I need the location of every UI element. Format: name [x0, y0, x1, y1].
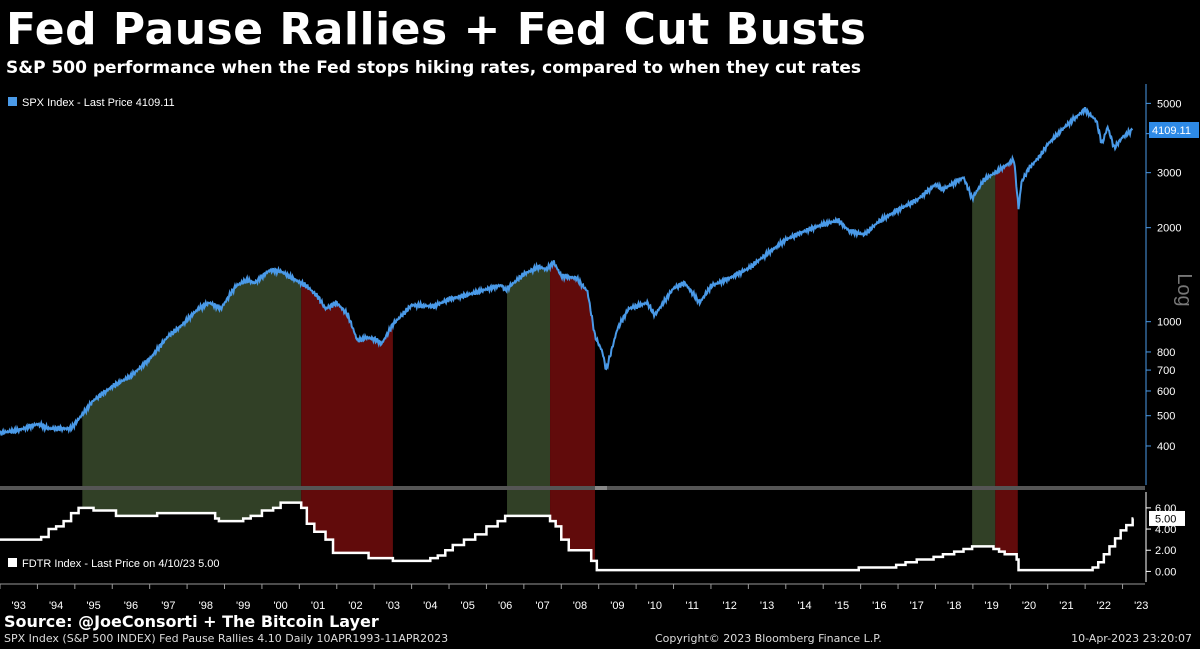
spx-y-tick-label: 1000: [1157, 317, 1181, 329]
x-tick-label: '96: [124, 600, 138, 612]
footer-meta: SPX Index (S&P 500 INDEX) Fed Pause Rall…: [4, 632, 449, 645]
spx-y-tick-label: 2000: [1157, 223, 1181, 235]
log-axis-label: Log: [1173, 273, 1195, 306]
cut-bust-region-3: [550, 260, 595, 561]
footer-copyright: Copyright© 2023 Bloomberg Finance L.P.: [655, 632, 882, 645]
fdtr-y-tick-label: 2.00: [1155, 545, 1176, 557]
chart-title: Fed Pause Rallies + Fed Cut Busts: [6, 4, 867, 55]
x-tick-label: '99: [236, 600, 250, 612]
x-tick-label: '95: [86, 600, 100, 612]
pause-rally-region-2: [507, 264, 551, 522]
panel-separator: [0, 486, 1145, 490]
spx-y-tick-label: 700: [1157, 365, 1175, 377]
fdtr-legend-label: FDTR Index - Last Price on 4/10/23 5.00: [22, 558, 220, 570]
x-tick-label: '94: [49, 600, 63, 612]
fdtr-last-price-tag: 5.00: [1149, 510, 1185, 526]
fdtr-series-line: [0, 501, 1134, 572]
x-tick-label: '97: [161, 600, 175, 612]
x-tick-label: '22: [1097, 600, 1111, 612]
x-tick-label: '08: [573, 600, 587, 612]
shaded-regions: [82, 158, 1018, 561]
x-tick-label: '15: [835, 600, 849, 612]
x-tick-label: '04: [423, 600, 437, 612]
fdtr-legend-swatch: [8, 558, 17, 567]
x-tick-label: '06: [498, 600, 512, 612]
x-tick-label: '23: [1134, 600, 1148, 612]
spx-y-tick-label: 600: [1157, 386, 1175, 398]
x-tick-label: '14: [797, 600, 811, 612]
x-tick-label: '00: [273, 600, 287, 612]
spx-legend: SPX Index - Last Price 4109.11: [8, 97, 175, 109]
cut-bust-region-5: [995, 158, 1018, 560]
series-lines: [0, 106, 1134, 572]
cut-bust-region-1: [301, 281, 393, 561]
x-tick-label: '98: [199, 600, 213, 612]
spx-legend-label: SPX Index - Last Price 4109.11: [22, 97, 175, 109]
fdtr-legend: FDTR Index - Last Price on 4/10/23 5.00: [8, 558, 220, 570]
fdtr-y-tick-label: 0.00: [1155, 566, 1176, 578]
fdtr-y-tick-label: 6.00: [1155, 503, 1176, 515]
axes: 400500600700800100020003000400050000.002…: [0, 84, 1181, 612]
source-credit: Source: @JoeConsorti + The Bitcoin Layer: [4, 612, 379, 631]
chart-subtitle: S&P 500 performance when the Fed stops h…: [6, 58, 861, 78]
spx-y-tick-label: 3000: [1157, 168, 1181, 180]
x-tick-label: '13: [760, 600, 774, 612]
x-tick-label: '03: [386, 600, 400, 612]
x-tick-label: '21: [1059, 600, 1073, 612]
pause-rally-region-4: [972, 171, 996, 549]
x-tick-label: '05: [461, 600, 475, 612]
spx-y-tick-label: 5000: [1157, 98, 1181, 110]
spx-y-tick-label: 800: [1157, 347, 1175, 359]
x-tick-label: '19: [984, 600, 998, 612]
x-tick-label: '11: [685, 600, 699, 612]
footer-datetime: 10-Apr-2023 23:20:07: [1071, 632, 1192, 645]
x-tick-label: '18: [947, 600, 961, 612]
x-tick-label: '20: [1022, 600, 1036, 612]
x-tick-label: '09: [610, 600, 624, 612]
spx-y-tick-label: 500: [1157, 411, 1175, 423]
x-tick-label: '16: [872, 600, 886, 612]
x-tick-label: '93: [12, 600, 26, 612]
x-tick-label: '07: [535, 600, 549, 612]
x-tick-label: '01: [311, 600, 325, 612]
fdtr-y-tick-label: 4.00: [1155, 524, 1176, 536]
x-tick-label: '17: [910, 600, 924, 612]
spx-last-price-value: 4109.11: [1152, 125, 1191, 137]
pause-rally-region-0: [82, 268, 302, 522]
x-tick-label: '02: [348, 600, 362, 612]
grid: [0, 486, 1145, 490]
spx-legend-swatch: [8, 97, 17, 106]
x-tick-label: '12: [722, 600, 736, 612]
spx-series-line: [0, 106, 1134, 436]
spx-y-tick-label: 400: [1157, 441, 1175, 453]
spx-last-price-tag: 4109.11: [1149, 121, 1199, 138]
fdtr-last-price-value: 5.00: [1155, 513, 1176, 525]
panel-splitter-handle: [595, 486, 607, 490]
x-tick-label: '10: [648, 600, 662, 612]
